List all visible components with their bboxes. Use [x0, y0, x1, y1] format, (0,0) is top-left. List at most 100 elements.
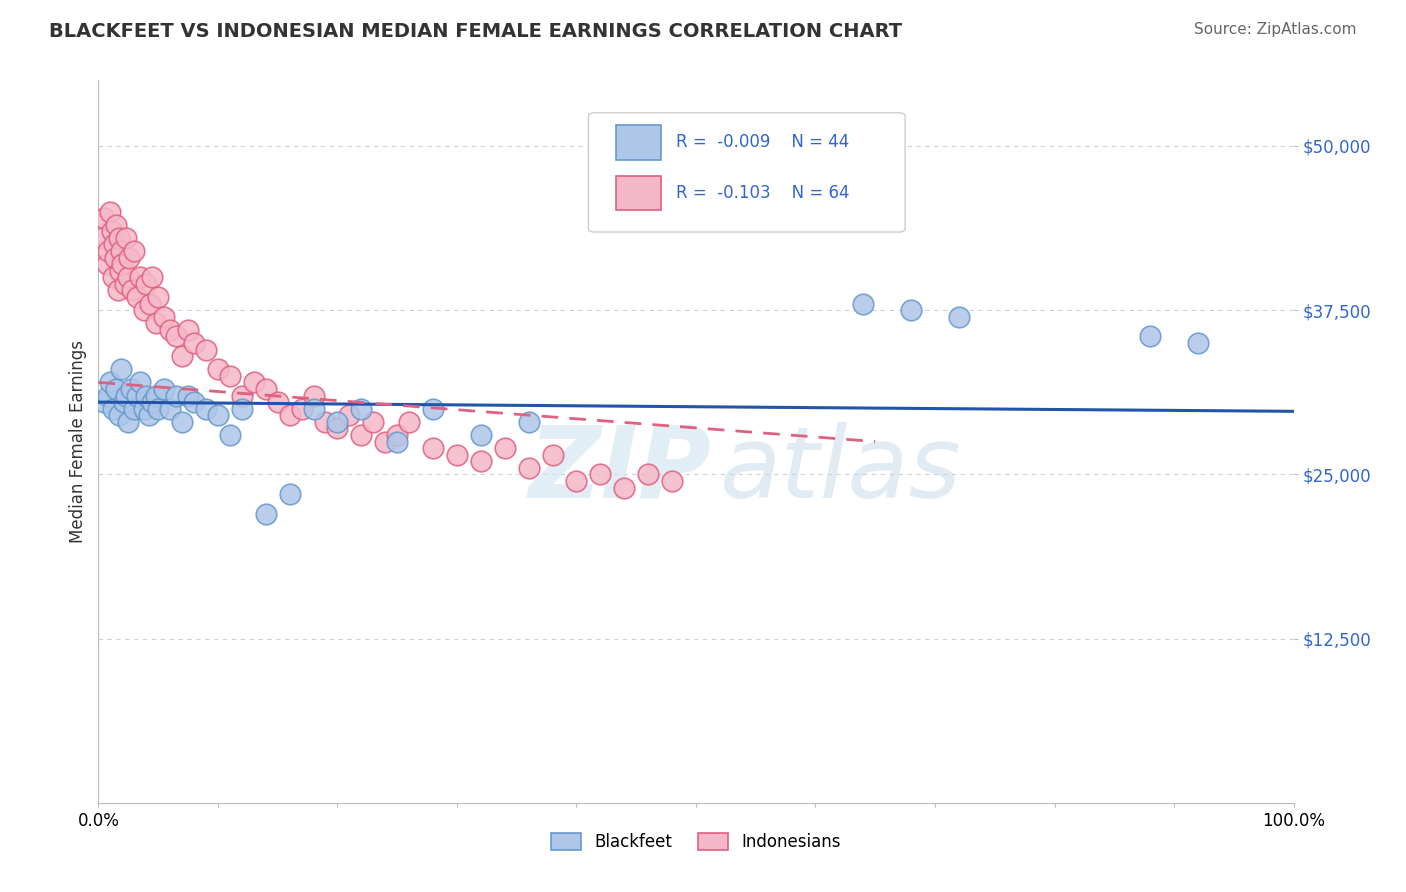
Point	[117, 270, 139, 285]
Point	[207, 362, 229, 376]
Point	[135, 388, 157, 402]
Point	[97, 244, 120, 258]
Point	[129, 376, 152, 390]
Point	[172, 349, 194, 363]
Point	[267, 395, 290, 409]
Point	[145, 388, 167, 402]
Point	[494, 441, 516, 455]
Text: Source: ZipAtlas.com: Source: ZipAtlas.com	[1194, 22, 1357, 37]
Point	[385, 434, 409, 449]
Point	[278, 409, 301, 423]
Point	[115, 231, 138, 245]
Text: ZIP: ZIP	[529, 422, 711, 519]
Point	[219, 368, 242, 383]
Point	[350, 428, 373, 442]
Point	[118, 251, 141, 265]
Text: BLACKFEET VS INDONESIAN MEDIAN FEMALE EARNINGS CORRELATION CHART: BLACKFEET VS INDONESIAN MEDIAN FEMALE EA…	[49, 22, 903, 41]
Point	[339, 409, 361, 423]
Point	[900, 303, 922, 318]
Point	[125, 388, 148, 402]
Point	[207, 409, 229, 423]
Point	[159, 401, 181, 416]
Point	[517, 460, 540, 475]
Point	[350, 401, 373, 416]
Point	[172, 415, 194, 429]
Point	[291, 401, 314, 416]
Point	[141, 270, 163, 285]
Point	[101, 270, 124, 285]
Point	[661, 474, 683, 488]
Point	[132, 303, 155, 318]
Point	[948, 310, 970, 324]
Point	[141, 395, 163, 409]
Point	[100, 224, 122, 238]
Point	[139, 296, 162, 310]
Point	[177, 388, 200, 402]
Point	[96, 257, 118, 271]
Point	[103, 237, 125, 252]
Point	[124, 401, 146, 416]
Point	[254, 382, 277, 396]
Point	[422, 401, 444, 416]
Point	[446, 448, 468, 462]
Point	[254, 507, 277, 521]
Point	[110, 244, 132, 258]
Point	[165, 388, 187, 402]
Point	[120, 382, 142, 396]
FancyBboxPatch shape	[616, 176, 661, 211]
Point	[243, 376, 266, 390]
Point	[541, 448, 564, 462]
Point	[121, 284, 143, 298]
Point	[93, 395, 115, 409]
Point	[153, 382, 176, 396]
Text: R =  -0.103    N = 64: R = -0.103 N = 64	[676, 184, 849, 202]
Point	[107, 284, 129, 298]
Point	[183, 395, 205, 409]
Point	[589, 467, 612, 482]
Point	[105, 218, 128, 232]
Point	[852, 296, 875, 310]
Point	[110, 362, 132, 376]
Point	[115, 388, 138, 402]
Point	[302, 401, 325, 416]
Point	[104, 251, 127, 265]
FancyBboxPatch shape	[589, 112, 905, 232]
Point	[195, 343, 218, 357]
Point	[107, 231, 129, 245]
Legend: Blackfeet, Indonesians: Blackfeet, Indonesians	[543, 825, 849, 860]
Point	[177, 323, 200, 337]
Point	[565, 474, 588, 488]
Point	[374, 434, 396, 449]
Point	[112, 395, 135, 409]
Point	[315, 415, 337, 429]
Point	[219, 428, 242, 442]
Point	[422, 441, 444, 455]
Point	[470, 454, 492, 468]
Point	[101, 401, 124, 416]
Point	[165, 329, 187, 343]
Point	[470, 428, 492, 442]
Point	[98, 376, 122, 390]
Point	[159, 323, 181, 337]
Point	[517, 415, 540, 429]
Point	[1187, 336, 1209, 351]
Text: atlas: atlas	[720, 422, 962, 519]
Point	[278, 487, 301, 501]
Point	[105, 382, 128, 396]
Y-axis label: Median Female Earnings: Median Female Earnings	[69, 340, 87, 543]
Point	[637, 467, 659, 482]
Text: R =  -0.009    N = 44: R = -0.009 N = 44	[676, 134, 849, 152]
Point	[145, 316, 167, 330]
Point	[117, 415, 139, 429]
Point	[326, 421, 349, 435]
Point	[148, 401, 170, 416]
Point	[138, 409, 160, 423]
Point	[231, 388, 253, 402]
Point	[132, 401, 155, 416]
Point	[326, 415, 349, 429]
Point	[302, 388, 325, 402]
Point	[148, 290, 170, 304]
Point	[107, 409, 129, 423]
Point	[114, 277, 136, 291]
Point	[125, 290, 148, 304]
